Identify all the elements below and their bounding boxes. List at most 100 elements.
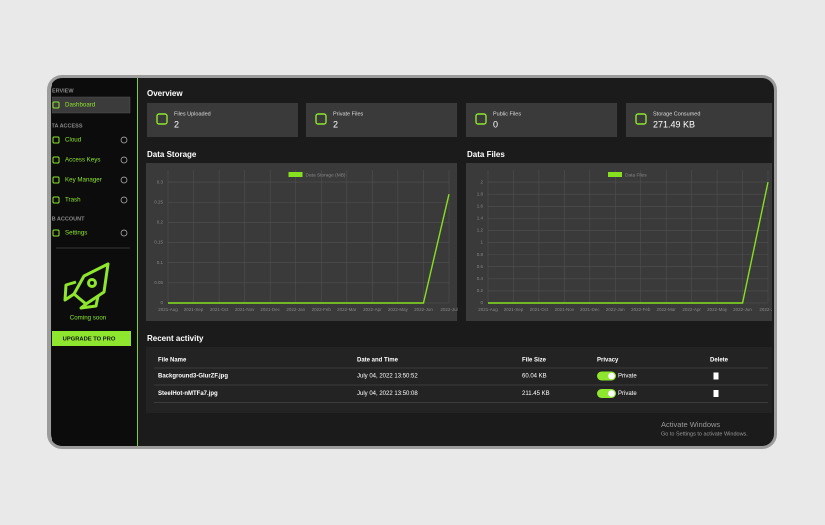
x-tick-label: 2022-Feb <box>312 307 332 312</box>
x-tick-label: 2021-Aug <box>478 307 498 312</box>
stat-value: 2 <box>174 119 179 129</box>
upgrade-label[interactable]: UPGRADE TO PRO <box>63 337 116 343</box>
y-tick-label: 0.2 <box>477 288 484 293</box>
y-tick-label: 1.8 <box>477 191 484 196</box>
x-tick-label: 2022-Apr <box>363 307 382 312</box>
info-icon <box>120 136 128 144</box>
stat-icon <box>635 113 647 125</box>
stat-icon <box>315 113 327 125</box>
x-tick-label: 2022-Mar <box>337 307 357 312</box>
table-cell: 60.04 KB <box>522 374 547 380</box>
y-tick-label: 2 <box>480 179 483 184</box>
section-title: OVERVIEW <box>44 88 74 94</box>
app: OVERVIEW Dashboard DATA ACCESS Cloud Access … <box>44 78 774 446</box>
upgrade-button[interactable] <box>52 331 131 346</box>
nav-label: Trash <box>65 197 81 204</box>
stat-label: Storage Consumed <box>653 111 700 117</box>
y-tick-label: 0 <box>160 300 163 305</box>
nav-item[interactable]: Trash <box>52 196 128 204</box>
toggle-knob[interactable] <box>608 390 615 397</box>
table-panel <box>146 347 772 413</box>
x-tick-label: 2022-May <box>707 307 728 312</box>
table-header: Date and Time <box>357 358 399 364</box>
table-header: File Name <box>158 358 187 364</box>
nav-item[interactable]: Access Keys <box>52 156 128 164</box>
x-tick-label: 2022-Feb <box>631 307 651 312</box>
nav-item[interactable]: Settings <box>52 229 128 237</box>
stat-card <box>306 103 457 137</box>
data-line <box>488 181 769 304</box>
legend-swatch <box>288 172 303 177</box>
toggle-knob[interactable] <box>608 372 615 380</box>
y-tick-label: 0.3 <box>157 179 164 184</box>
x-tick-label: 2021-Aug <box>158 307 178 312</box>
legend-label: Data Files <box>625 172 647 178</box>
chart-title: Data Storage <box>147 150 197 159</box>
nav-label: Key Manager <box>65 177 102 184</box>
y-tick-label: 1.2 <box>477 228 484 233</box>
chart-title: Data Files <box>467 150 505 159</box>
stat-value: 271.49 KB <box>653 119 695 129</box>
watermark-title: Activate Windows <box>661 420 720 429</box>
x-tick-label: 2022-Mar <box>657 307 677 312</box>
x-tick-label: 2021-Nov <box>555 307 575 312</box>
section-heading: Recent activity <box>147 334 204 343</box>
nav-icon <box>52 176 60 184</box>
nav-item[interactable]: Dashboard <box>52 96 131 114</box>
x-tick-label: 2021-Dec <box>580 307 600 312</box>
x-tick-label: 2022-Apr <box>682 307 701 312</box>
table-cell: Background3-GIurZF.jpg <box>158 374 228 380</box>
stat-value: 0 <box>493 119 498 129</box>
y-tick-label: 0.6 <box>477 264 484 269</box>
rocket-window <box>87 278 97 288</box>
y-tick-label: 0.25 <box>154 199 163 204</box>
stat-card <box>466 103 617 137</box>
y-tick-label: 0.4 <box>477 276 484 281</box>
nav-item[interactable]: Cloud <box>52 136 128 144</box>
rocket-fin <box>79 295 100 310</box>
x-tick-label: 2022-Jun <box>733 307 752 312</box>
x-tick-label: 2021-Sep <box>504 307 524 312</box>
watermark-subtitle: Go to Settings to activate Windows. <box>661 431 748 437</box>
stat-label: Private Files <box>333 111 364 117</box>
x-tick-label: 2021-Sep <box>184 307 204 312</box>
x-tick-label: 2021-Oct <box>530 307 549 312</box>
y-tick-label: 1.6 <box>477 203 484 208</box>
x-tick-label: 2022-May <box>388 307 409 312</box>
stat-card <box>147 103 298 137</box>
nav-item[interactable]: Key Manager <box>52 176 128 184</box>
stat-icon <box>475 113 487 125</box>
nav-label: Cloud <box>65 137 82 144</box>
y-tick-label: 1.4 <box>477 216 484 221</box>
nav-label: Settings <box>65 230 87 237</box>
stat-icon <box>156 113 168 125</box>
nav-active-bg <box>52 96 131 114</box>
x-tick-label: 2021-Nov <box>235 307 255 312</box>
rocket-body <box>72 262 110 306</box>
x-tick-label: 2022-Jan <box>606 307 625 312</box>
sidebar <box>52 78 137 446</box>
rocket-icon <box>63 262 110 310</box>
nav-label: Access Keys <box>65 157 100 164</box>
y-tick-label: 0.2 <box>157 220 164 225</box>
stat-label: Public Files <box>493 111 521 117</box>
delete-icon[interactable] <box>713 372 719 380</box>
delete-icon[interactable] <box>713 390 719 397</box>
x-tick-label: 2021-Oct <box>210 307 229 312</box>
info-icon <box>120 156 128 164</box>
x-tick-label: 2021-Dec <box>260 307 280 312</box>
rocket-fin <box>63 280 77 302</box>
stat-label: Files Uploaded <box>174 111 211 117</box>
y-tick-label: 0 <box>480 300 483 305</box>
x-tick-label: 2022-Jan <box>286 307 305 312</box>
y-tick-label: 0.15 <box>154 240 163 245</box>
y-tick-label: 0.05 <box>154 280 163 285</box>
section-heading: Overview <box>147 89 183 98</box>
table-header: Delete <box>710 358 729 364</box>
info-icon <box>120 229 128 237</box>
table-cell: July 04, 2022 13:50:52 <box>357 374 418 380</box>
y-tick-label: 0.8 <box>477 252 484 257</box>
nav-icon <box>52 101 60 109</box>
